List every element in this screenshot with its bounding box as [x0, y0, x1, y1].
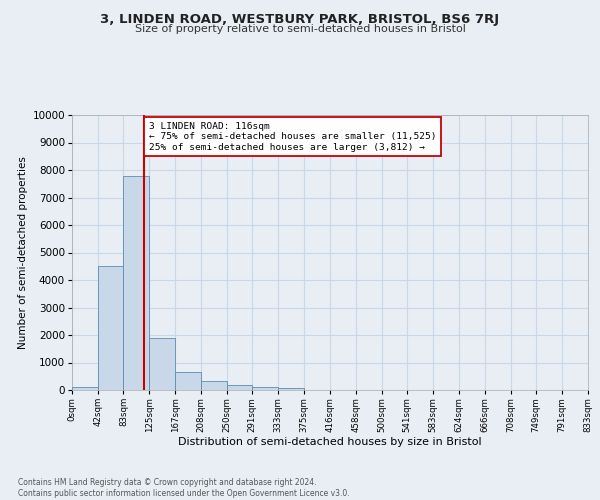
Bar	[72, 387, 98, 390]
Bar	[227, 385, 252, 390]
Bar	[124, 176, 149, 390]
Bar	[252, 386, 278, 390]
Text: 3 LINDEN ROAD: 116sqm
← 75% of semi-detached houses are smaller (11,525)
25% of : 3 LINDEN ROAD: 116sqm ← 75% of semi-deta…	[149, 122, 436, 152]
Text: 3, LINDEN ROAD, WESTBURY PARK, BRISTOL, BS6 7RJ: 3, LINDEN ROAD, WESTBURY PARK, BRISTOL, …	[100, 12, 500, 26]
Text: Contains HM Land Registry data © Crown copyright and database right 2024.
Contai: Contains HM Land Registry data © Crown c…	[18, 478, 350, 498]
Text: Size of property relative to semi-detached houses in Bristol: Size of property relative to semi-detach…	[134, 24, 466, 34]
Bar	[175, 372, 201, 390]
Bar	[201, 381, 227, 390]
Bar	[149, 338, 175, 390]
Bar	[278, 388, 304, 390]
Y-axis label: Number of semi-detached properties: Number of semi-detached properties	[18, 156, 28, 349]
Bar	[98, 266, 124, 390]
X-axis label: Distribution of semi-detached houses by size in Bristol: Distribution of semi-detached houses by …	[178, 438, 482, 448]
